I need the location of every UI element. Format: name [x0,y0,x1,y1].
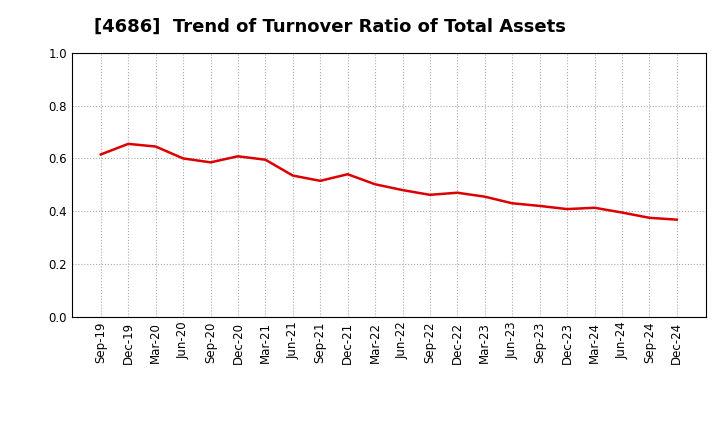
Text: [4686]  Trend of Turnover Ratio of Total Assets: [4686] Trend of Turnover Ratio of Total … [94,18,565,36]
